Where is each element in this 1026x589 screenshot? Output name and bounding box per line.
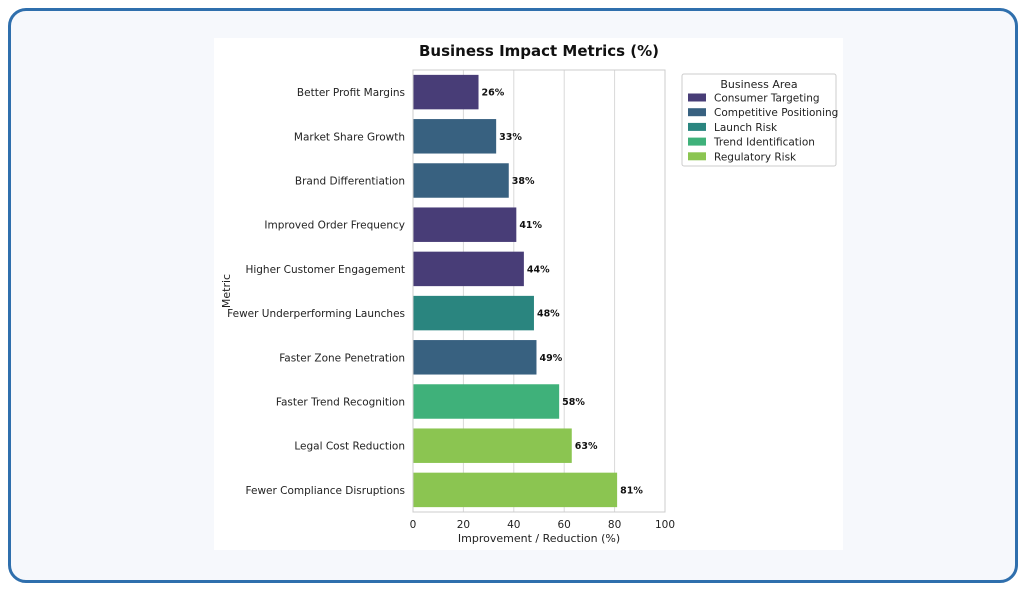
x-tick-label: 0 (410, 519, 417, 531)
y-tick-label: Better Profit Margins (297, 87, 405, 99)
legend-swatch (688, 137, 706, 146)
y-tick-label: Brand Differentiation (295, 176, 405, 188)
bars-group: 26% 33% 38% 41% 44% 48% 49% 58% 63% 81% (413, 74, 643, 508)
y-tick-label: Legal Cost Reduction (294, 441, 405, 453)
bar (413, 428, 572, 463)
legend-swatch (688, 122, 706, 131)
legend-swatch (688, 93, 706, 102)
legend: Business Area Consumer Targeting Competit… (681, 73, 838, 167)
bar-value-label: 44% (527, 264, 550, 275)
bar (413, 74, 479, 110)
y-tick-label: Improved Order Frequency (264, 220, 405, 232)
bar-value-label: 63% (575, 441, 598, 452)
bar-value-label: 33% (499, 132, 522, 143)
bar-value-label: 48% (537, 309, 560, 320)
y-tick-labels: Better Profit Margins Market Share Growth… (227, 87, 405, 497)
x-tick-labels: 0 20 40 60 80 100 (410, 519, 675, 531)
legend-entry-label: Regulatory Risk (714, 151, 797, 163)
legend-swatch (688, 108, 706, 117)
x-tick-label: 80 (608, 519, 621, 531)
legend-box (681, 73, 837, 167)
bar (413, 207, 517, 242)
y-tick-label: Higher Customer Engagement (245, 264, 405, 276)
bar-value-label: 38% (512, 176, 535, 187)
bar (413, 340, 537, 375)
legend-entry-label: Trend Identification (713, 137, 815, 149)
y-tick-label: Fewer Compliance Disruptions (246, 485, 405, 497)
y-tick-label: Fewer Underperforming Launches (227, 308, 405, 320)
y-tick-label: Market Share Growth (294, 131, 405, 143)
bar-value-label: 81% (620, 485, 643, 496)
legend-entry-label: Competitive Positioning (714, 107, 838, 119)
bar (413, 163, 509, 198)
bar-value-label: 41% (519, 220, 542, 231)
plot-frame (412, 69, 666, 513)
chart-title: Business Impact Metrics (%) (419, 42, 659, 60)
bar (413, 119, 497, 154)
chart-figure: Business Impact Metrics (%) 26% 33% 38% 41%… (214, 38, 843, 550)
bar-value-label: 26% (482, 88, 505, 99)
x-tick-label: 40 (507, 519, 520, 531)
y-tick-label: Faster Zone Penetration (279, 352, 405, 364)
y-tick-label: Faster Trend Recognition (276, 397, 405, 409)
legend-entry-label: Launch Risk (714, 122, 778, 134)
bar (413, 251, 524, 287)
x-axis-label: Improvement / Reduction (%) (458, 532, 620, 545)
bar-value-label: 58% (562, 397, 585, 408)
x-tick-label: 20 (457, 519, 470, 531)
y-axis-label: Metric (220, 274, 233, 308)
bar (413, 384, 560, 419)
legend-title: Business Area (720, 78, 797, 91)
bar (413, 295, 534, 331)
x-tick-label: 100 (655, 519, 675, 531)
bar-chart: Business Impact Metrics (%) 26% 33% 38% 41%… (220, 42, 838, 545)
legend-entry-label: Consumer Targeting (714, 93, 820, 105)
bar (413, 472, 618, 508)
x-tick-label: 60 (558, 519, 571, 531)
bar-value-label: 49% (539, 353, 562, 364)
legend-swatch (688, 152, 706, 161)
